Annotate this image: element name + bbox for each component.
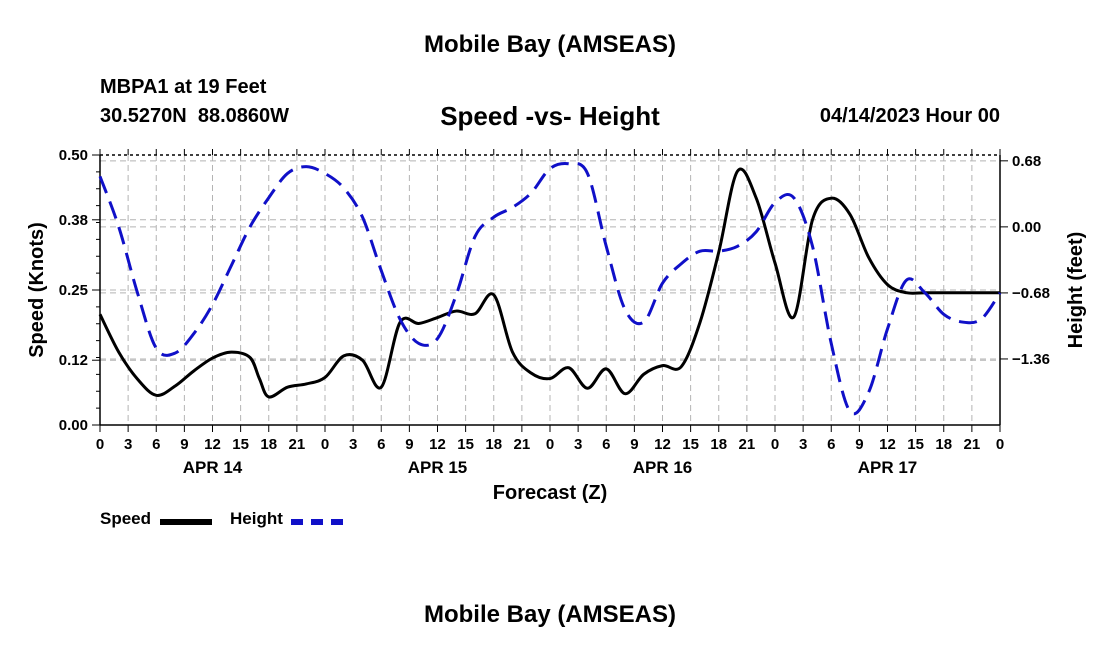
x-tick-label: 0 xyxy=(96,436,104,453)
x-tick-label: 9 xyxy=(180,436,188,453)
y-tick-label: 0.12 xyxy=(59,352,88,369)
x-tick-label: 9 xyxy=(630,436,638,453)
x-tick-label: 9 xyxy=(855,436,863,453)
x-tick-label: 6 xyxy=(152,436,160,453)
y-tick-label: 0.00 xyxy=(59,417,88,434)
legend-height-swatch xyxy=(291,519,343,525)
x-axis-label: Forecast (Z) xyxy=(492,482,608,504)
y-tick-label: 0.38 xyxy=(59,212,88,229)
top-title: Mobile Bay (AMSEAS) xyxy=(423,31,677,58)
y2-tick-label: −1.36 xyxy=(1012,351,1050,368)
y2-tick-label: 0.68 xyxy=(1012,153,1041,170)
x-tick-label: 6 xyxy=(377,436,385,453)
x-tick-label: 21 xyxy=(964,436,981,453)
x-tick-label: 3 xyxy=(799,436,807,453)
x-tick-label: 12 xyxy=(654,436,671,453)
y-tick-label: 0.50 xyxy=(59,147,88,164)
x-tick-label: 12 xyxy=(204,436,221,453)
x-tick-label: 9 xyxy=(405,436,413,453)
x-tick-label: 3 xyxy=(349,436,357,453)
coordinates-label: 30.5270N 88.0860W xyxy=(100,105,290,127)
y-axis-title: Speed (Knots) xyxy=(26,222,48,358)
y2-tick-label: 0.00 xyxy=(1012,219,1041,236)
date-label: APR 17 xyxy=(858,458,918,477)
station-label: MBPA1 at 19 Feet xyxy=(100,76,267,98)
datetime-label: 04/14/2023 Hour 00 xyxy=(819,105,1000,127)
x-tick-label: 15 xyxy=(682,436,699,453)
x-tick-label: 6 xyxy=(827,436,835,453)
x-tick-label: 15 xyxy=(457,436,474,453)
x-tick-label: 15 xyxy=(907,436,924,453)
x-tick-label: 18 xyxy=(485,436,502,453)
date-label: APR 14 xyxy=(183,458,243,477)
x-tick-label: 15 xyxy=(232,436,249,453)
series-height-line xyxy=(98,161,1002,416)
y-tick-label: 0.25 xyxy=(59,282,88,299)
series-speed-line xyxy=(98,167,1000,399)
legend-height-label: Height xyxy=(230,509,283,528)
x-tick-label: 12 xyxy=(429,436,446,453)
legend-speed-label: Speed xyxy=(100,509,152,528)
x-tick-label: 18 xyxy=(260,436,277,453)
x-tick-label: 6 xyxy=(602,436,610,453)
x-tick-label: 0 xyxy=(546,436,554,453)
x-tick-label: 21 xyxy=(514,436,531,453)
x-tick-label: 18 xyxy=(710,436,727,453)
x-tick-label: 3 xyxy=(124,436,132,453)
date-label: APR 16 xyxy=(633,458,693,477)
bottom-title: Mobile Bay (AMSEAS) xyxy=(423,601,677,628)
x-tick-label: 0 xyxy=(996,436,1004,453)
legend-speed-swatch xyxy=(160,519,212,525)
x-tick-label: 21 xyxy=(289,436,306,453)
x-tick-label: 0 xyxy=(771,436,779,453)
date-label: APR 15 xyxy=(408,458,468,477)
y2-axis-title: Height (feet) xyxy=(1065,232,1087,349)
x-tick-label: 21 xyxy=(739,436,756,453)
x-tick-label: 3 xyxy=(574,436,582,453)
x-tick-label: 18 xyxy=(935,436,952,453)
x-tick-label: 12 xyxy=(879,436,896,453)
chart-title: Speed -vs- Height xyxy=(440,101,660,131)
x-tick-label: 0 xyxy=(321,436,329,453)
y2-tick-label: −0.68 xyxy=(1012,285,1050,302)
